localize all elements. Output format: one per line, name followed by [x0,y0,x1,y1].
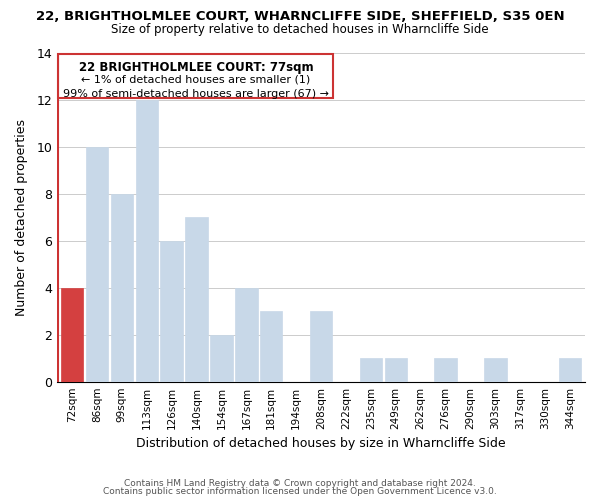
Bar [260,311,283,382]
Y-axis label: Number of detached properties: Number of detached properties [15,118,28,316]
Bar [86,146,108,382]
Bar [484,358,506,382]
Text: Size of property relative to detached houses in Wharncliffe Side: Size of property relative to detached ho… [111,22,489,36]
X-axis label: Distribution of detached houses by size in Wharncliffe Side: Distribution of detached houses by size … [136,437,506,450]
Bar [210,334,233,382]
Text: ← 1% of detached houses are smaller (1): ← 1% of detached houses are smaller (1) [81,75,311,85]
Bar [310,311,332,382]
Bar [359,358,382,382]
Bar [559,358,581,382]
Bar [136,100,158,382]
Text: Contains HM Land Registry data © Crown copyright and database right 2024.: Contains HM Land Registry data © Crown c… [124,478,476,488]
Text: 99% of semi-detached houses are larger (67) →: 99% of semi-detached houses are larger (… [63,89,329,99]
Bar [110,194,133,382]
Text: Contains public sector information licensed under the Open Government Licence v3: Contains public sector information licen… [103,487,497,496]
Bar [434,358,457,382]
FancyBboxPatch shape [58,54,334,98]
Text: 22 BRIGHTHOLMLEE COURT: 77sqm: 22 BRIGHTHOLMLEE COURT: 77sqm [79,60,313,74]
Text: 22, BRIGHTHOLMLEE COURT, WHARNCLIFFE SIDE, SHEFFIELD, S35 0EN: 22, BRIGHTHOLMLEE COURT, WHARNCLIFFE SID… [35,10,565,23]
Bar [160,240,183,382]
Bar [385,358,407,382]
Bar [235,288,257,382]
Bar [185,217,208,382]
Bar [61,288,83,382]
